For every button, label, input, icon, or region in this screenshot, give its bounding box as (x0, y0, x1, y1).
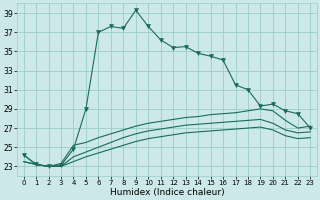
X-axis label: Humidex (Indice chaleur): Humidex (Indice chaleur) (110, 188, 224, 197)
